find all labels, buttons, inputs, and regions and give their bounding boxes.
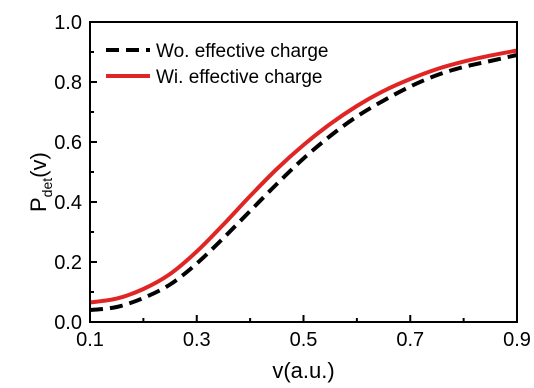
y-tick-label: 0.0 bbox=[54, 312, 82, 334]
y-tick-label: 1.0 bbox=[54, 12, 82, 34]
y-axis-title-tail: (v) bbox=[26, 152, 51, 178]
axis-ticks: 0.1 0.3 0.5 0.7 0.9 0.0 0.2 0.4 0.6 0.8 1.0 bbox=[54, 12, 531, 351]
x-tick-label: 0.1 bbox=[76, 329, 104, 351]
y-axis-title-subscript: det bbox=[39, 178, 55, 198]
y-tick-label: 0.8 bbox=[54, 72, 82, 94]
legend-label: Wo. effective charge bbox=[156, 41, 329, 62]
legend: Wo. effective charge Wi. effective charge bbox=[106, 41, 329, 88]
y-tick-label: 0.2 bbox=[54, 252, 82, 274]
y-axis-title: Pdet(v) bbox=[26, 152, 55, 212]
x-tick-label: 0.7 bbox=[396, 329, 424, 351]
x-axis-title: v(a.u.) bbox=[272, 358, 334, 383]
series-line-wi-effective-charge bbox=[89, 48, 518, 305]
curves-layer bbox=[89, 48, 518, 312]
svg-text:Pdet(v): Pdet(v) bbox=[26, 152, 55, 212]
x-tick-label: 0.9 bbox=[503, 329, 531, 351]
y-axis-title-main: P bbox=[26, 197, 51, 212]
legend-label: Wi. effective charge bbox=[156, 67, 323, 88]
series-line-wo-effective-charge bbox=[89, 53, 518, 312]
y-tick-label: 0.4 bbox=[54, 192, 82, 214]
x-tick-label: 0.3 bbox=[183, 329, 211, 351]
x-tick-label: 0.5 bbox=[290, 329, 318, 351]
y-tick-label: 0.6 bbox=[54, 132, 82, 154]
